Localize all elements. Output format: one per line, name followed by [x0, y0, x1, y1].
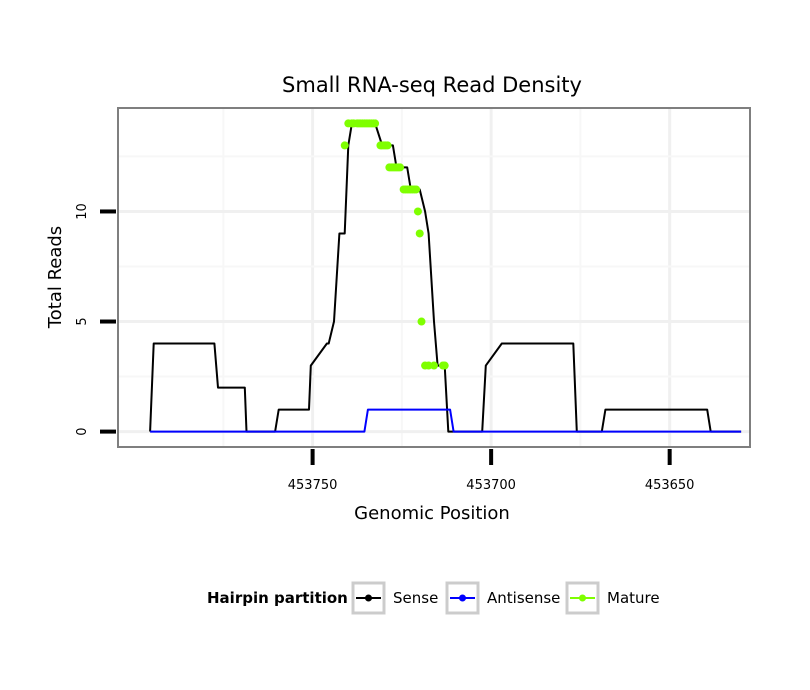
y-tick-label: 5: [75, 317, 90, 325]
mature-point: [383, 141, 392, 150]
x-tick-label: 453650: [645, 478, 695, 493]
x-tick-label: 453700: [466, 478, 516, 493]
mature-point: [396, 163, 405, 172]
legend-label-mature: Mature: [607, 589, 660, 607]
legend-point-antisense: [459, 594, 466, 602]
mature-point: [371, 119, 380, 128]
antisense-line: [150, 408, 742, 433]
sense-line: [149, 122, 742, 433]
x-tick-label: 453750: [288, 478, 338, 493]
mature-point: [417, 317, 426, 326]
chart-title: Small RNA-seq Read Density: [282, 73, 582, 97]
y-axis-label: Total Reads: [45, 226, 66, 329]
mature-point: [415, 229, 424, 238]
panel-border: [117, 107, 751, 448]
axes: 453750 453700 453650 0 5 10: [75, 203, 694, 493]
legend-point-sense: [365, 594, 372, 602]
mature-point: [430, 361, 438, 370]
grid: [118, 108, 750, 447]
mature-point: [440, 361, 449, 370]
legend-title: Hairpin partition: [207, 589, 348, 607]
y-tick-label: 10: [75, 203, 90, 220]
mature-point: [413, 207, 422, 216]
x-axis-label: Genomic Position: [354, 503, 510, 524]
series-layer: [149, 119, 742, 433]
mature-point: [340, 141, 349, 150]
legend-point-mature: [579, 594, 586, 602]
legend-label-sense: Sense: [393, 589, 438, 607]
mature-point: [412, 185, 421, 194]
legend: Hairpin partition Sense Antisense Mature: [207, 581, 660, 615]
y-tick-label: 0: [75, 427, 90, 435]
legend-label-antisense: Antisense: [487, 589, 560, 607]
